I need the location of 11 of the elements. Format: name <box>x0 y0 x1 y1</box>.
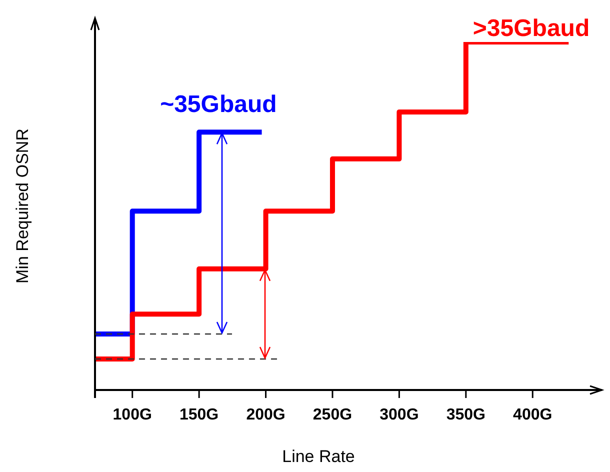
x-tick-label: 200G <box>246 406 286 424</box>
y-axis-title: Min Required OSNR <box>13 128 32 284</box>
x-tick-label: 100G <box>112 406 152 424</box>
x-tick-label: 300G <box>380 406 419 424</box>
series-label: >35Gbaud <box>472 15 590 42</box>
x-tick-label: 400G <box>513 406 552 424</box>
x-tick-label: 350G <box>446 406 486 424</box>
x-tick-label: 150G <box>180 406 219 424</box>
x-tick-label: 250G <box>312 406 352 424</box>
x-axis-title: Line Rate <box>282 447 355 466</box>
series-label: ~35Gbaud <box>160 91 277 118</box>
